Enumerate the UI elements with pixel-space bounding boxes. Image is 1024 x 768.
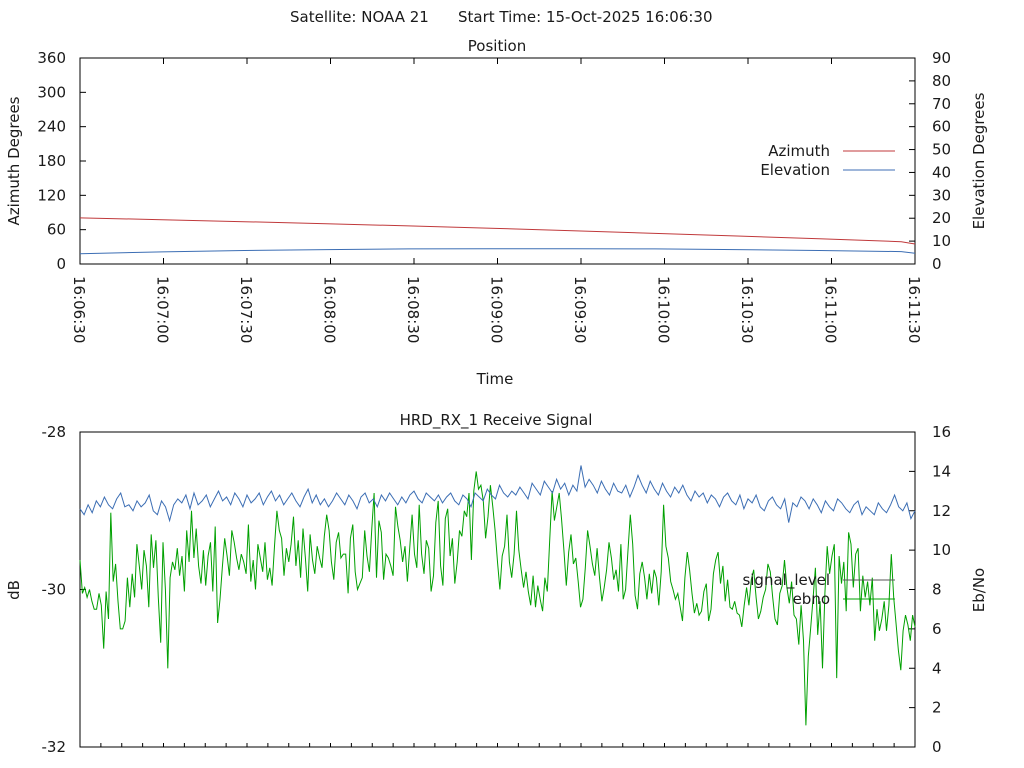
ebno-axis-label: Eb/No — [970, 568, 988, 612]
elevation-tick-label: 20 — [932, 209, 951, 227]
ebno-tick-label: 4 — [932, 659, 942, 677]
time-tick-label: 16:10:00 — [655, 276, 673, 343]
elevation-tick-label: 90 — [932, 49, 951, 67]
time-tick-label: 16:09:00 — [488, 276, 506, 343]
ebno-axis: 0 2 4 6 8 10 12 14 16 — [909, 423, 951, 756]
azimuth-tick-label: 360 — [37, 49, 66, 67]
legend-elevation-label: Elevation — [760, 161, 830, 179]
position-legend: Azimuth Elevation — [760, 142, 895, 179]
satellite-label: Satellite: NOAA 21 — [290, 8, 429, 26]
ebno-tick-label: 0 — [932, 738, 942, 756]
ebno-tick-label: 6 — [932, 620, 942, 638]
azimuth-axis-label: Azimuth Degrees — [5, 96, 23, 225]
azimuth-tick-label: 180 — [37, 152, 66, 170]
elevation-tick-label: 0 — [932, 255, 942, 273]
azimuth-tick-label: 60 — [47, 221, 66, 239]
azimuth-tick-label: 240 — [37, 118, 66, 136]
elevation-tick-label: 80 — [932, 72, 951, 90]
ebno-tick-label: 12 — [932, 502, 951, 520]
signal-title: HRD_RX_1 Receive Signal — [400, 411, 593, 430]
ebno-tick-label: 10 — [932, 541, 951, 559]
azimuth-line — [79, 217, 916, 245]
elevation-tick-label: 10 — [932, 232, 951, 250]
elevation-tick-label: 60 — [932, 118, 951, 136]
elevation-tick-label: 30 — [932, 186, 951, 204]
signal-legend: signal_level ebno — [742, 571, 895, 608]
ebno-tick-label: 14 — [932, 462, 951, 480]
db-tick-label: -32 — [42, 738, 67, 756]
legend-signal-level-label: signal_level — [742, 571, 830, 590]
time-tick-label: 16:11:30 — [905, 276, 923, 343]
start-time-label: Start Time: 15-Oct-2025 16:06:30 — [458, 8, 713, 26]
time-tick-label: 16:07:30 — [237, 276, 255, 343]
signal-series — [79, 465, 916, 726]
legend-azimuth-label: Azimuth — [768, 142, 830, 160]
azimuth-tick-label: 300 — [37, 83, 66, 101]
time-tick-label: 16:08:30 — [404, 276, 422, 343]
position-series — [79, 217, 916, 255]
time-tick-label: 16:08:00 — [321, 276, 339, 343]
time-tick-label: 16:09:30 — [571, 276, 589, 343]
time-tick-label: 16:07:00 — [154, 276, 172, 343]
azimuth-tick-label: 0 — [56, 255, 66, 273]
elevation-tick-label: 40 — [932, 163, 951, 181]
ebno-line — [79, 471, 916, 726]
elevation-tick-label: 70 — [932, 95, 951, 113]
time-axis-label: Time — [476, 370, 514, 388]
elevation-axis-label: Elevation Degrees — [970, 92, 988, 229]
db-tick-label: -30 — [42, 581, 67, 599]
time-tick-label: 16:10:30 — [738, 276, 756, 343]
azimuth-tick-label: 120 — [37, 186, 66, 204]
position-title: Position — [468, 37, 526, 55]
signal-time-ticks — [79, 743, 916, 747]
elevation-axis: 0 10 20 30 40 50 60 70 80 90 — [909, 49, 951, 273]
db-axis-label: dB — [5, 580, 23, 600]
elevation-tick-label: 50 — [932, 141, 951, 159]
time-tick-label: 16:11:00 — [822, 276, 840, 343]
time-axis: 16:06:30 16:07:00 16:07:30 16:08:00 16:08:30… — [70, 58, 923, 343]
signal-plot-frame — [79, 431, 916, 748]
signal-panel: HRD_RX_1 Receive Signal -28 -30 -32 0 2 4 6 8 1… — [5, 411, 988, 756]
ebno-tick-label: 8 — [932, 581, 942, 599]
azimuth-axis: 0 60 120 180 240 300 360 — [37, 49, 86, 273]
ebno-tick-label: 16 — [932, 423, 951, 441]
db-axis: -28 -30 -32 — [42, 423, 86, 756]
ebno-tick-label: 2 — [932, 699, 942, 717]
signal-level-line — [79, 465, 916, 523]
time-tick-label: 16:06:30 — [70, 276, 88, 343]
db-tick-label: -28 — [42, 423, 67, 441]
position-panel: Position 0 60 120 180 240 300 360 0 10 20 30 40 50 6… — [5, 37, 988, 388]
legend-ebno-label: ebno — [793, 590, 830, 608]
elevation-line — [79, 248, 916, 255]
